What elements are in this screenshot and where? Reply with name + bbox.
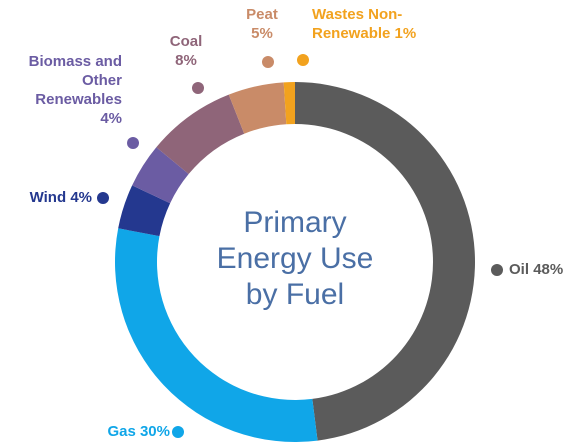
donut-segment xyxy=(228,82,287,134)
label-value: 4% xyxy=(70,189,92,206)
label-value: 4% xyxy=(100,110,122,127)
label-name: Oil xyxy=(509,261,530,278)
donut-segment xyxy=(118,185,171,237)
label-name: Wastes Non-Renewable xyxy=(312,6,403,42)
label-dot xyxy=(127,137,139,149)
segment-label: Gas 30% xyxy=(60,422,170,441)
label-value: 5% xyxy=(251,25,273,42)
label-name: Peat xyxy=(246,6,278,23)
segment-label: Oil 48% xyxy=(509,260,579,279)
label-name: Biomass and Other Renewables xyxy=(28,53,122,108)
label-dot xyxy=(192,82,204,94)
label-dot xyxy=(297,54,309,66)
label-value: 8% xyxy=(175,52,197,69)
segment-label: Peat 5% xyxy=(222,5,302,43)
label-dot xyxy=(97,192,109,204)
segment-label: Biomass and Other Renewables 4% xyxy=(0,52,122,128)
segment-label: Wind 4% xyxy=(0,188,92,207)
label-value: 48% xyxy=(533,261,564,278)
label-name: Coal xyxy=(169,33,203,50)
segment-label: Wastes Non-Renewable 1% xyxy=(312,5,472,43)
label-name: Gas xyxy=(107,423,136,440)
label-name: Wind xyxy=(29,189,67,206)
segment-label: Coal 8% xyxy=(146,32,226,70)
label-value: 1% xyxy=(394,25,417,42)
label-dot xyxy=(172,426,184,438)
chart-title: Primary Energy Use by Fuel xyxy=(216,206,374,311)
donut-segment xyxy=(156,94,245,175)
donut-segment xyxy=(114,228,318,442)
label-dot xyxy=(491,264,503,276)
donut-segment xyxy=(295,81,476,441)
label-value: 30% xyxy=(139,423,170,440)
label-dot xyxy=(262,56,274,68)
donut-segment xyxy=(283,82,295,125)
donut-segment xyxy=(132,147,189,204)
